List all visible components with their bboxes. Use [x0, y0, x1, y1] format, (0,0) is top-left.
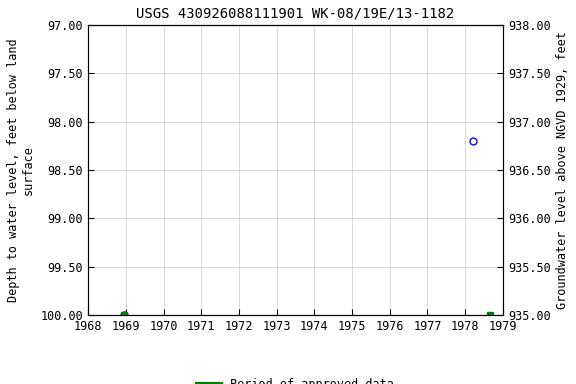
Title: USGS 430926088111901 WK-08/19E/13-1182: USGS 430926088111901 WK-08/19E/13-1182	[137, 7, 454, 21]
Y-axis label: Groundwater level above NGVD 1929, feet: Groundwater level above NGVD 1929, feet	[556, 31, 569, 309]
Y-axis label: Depth to water level, feet below land
surface: Depth to water level, feet below land su…	[7, 38, 35, 302]
Legend: Period of approved data: Period of approved data	[192, 374, 399, 384]
